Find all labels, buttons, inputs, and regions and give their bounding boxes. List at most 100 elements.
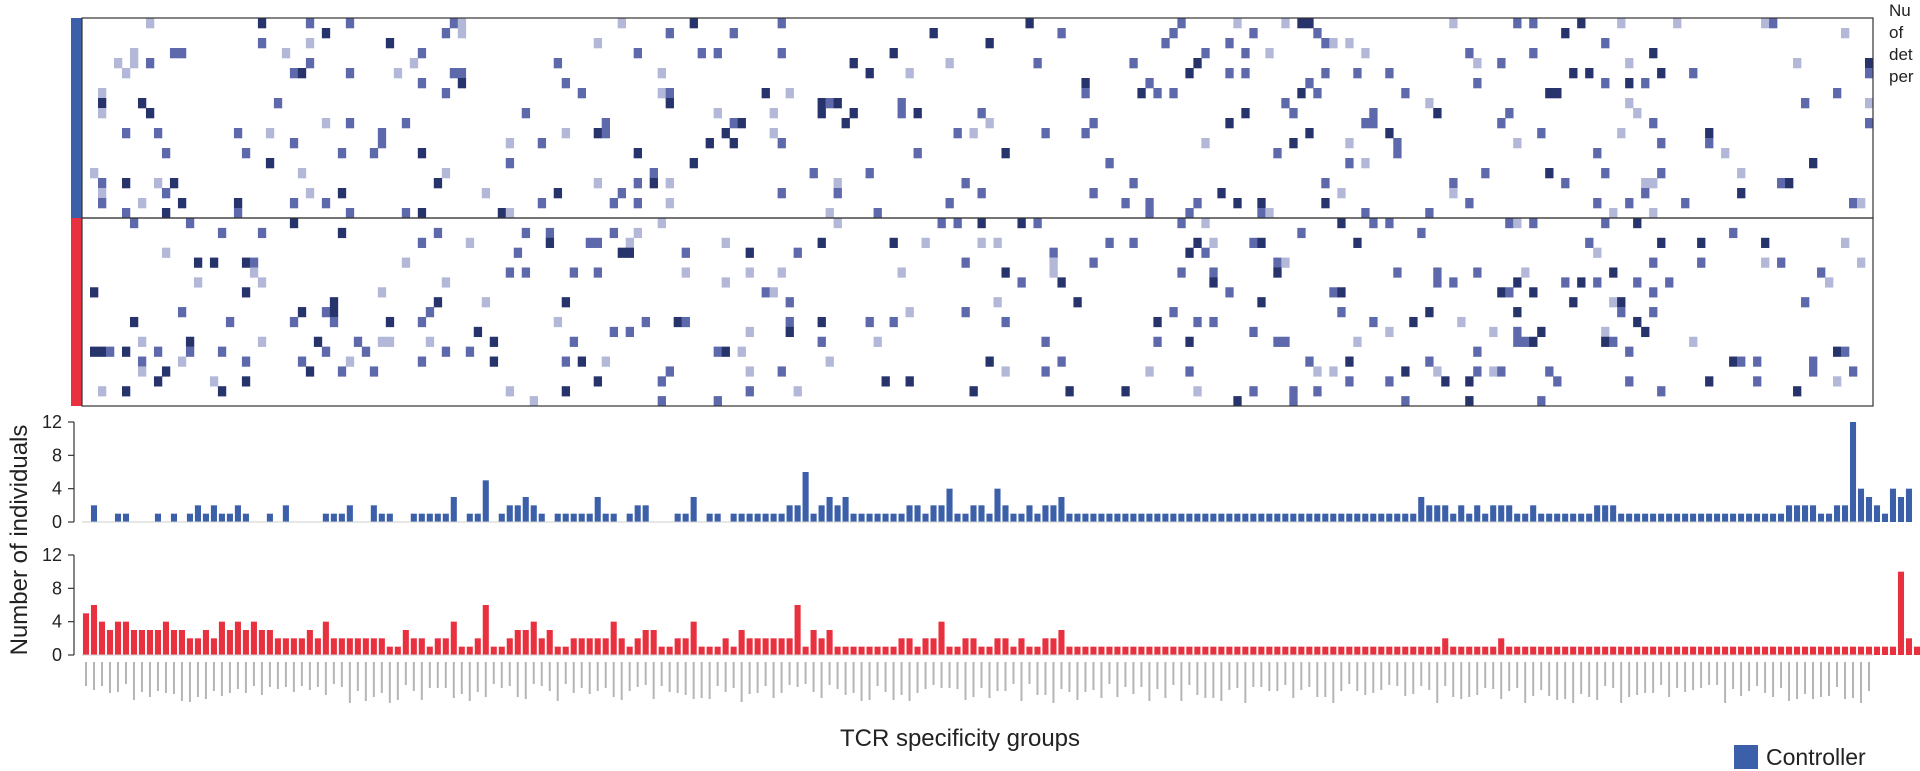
heatmap-cell	[833, 178, 842, 189]
bar	[1122, 646, 1129, 655]
bar	[626, 513, 633, 522]
heatmap-cell	[945, 198, 954, 209]
bar	[466, 646, 473, 655]
heatmap-cell	[1721, 148, 1730, 159]
bar	[746, 638, 753, 655]
bar	[1194, 646, 1201, 655]
heatmap-cell	[905, 376, 914, 387]
heatmap-cell	[561, 128, 571, 139]
heatmap-cell	[1529, 336, 1538, 347]
heatmap-cell	[1049, 247, 1058, 258]
bar	[186, 513, 193, 522]
heatmap-cell	[393, 68, 403, 79]
bar	[1650, 513, 1657, 522]
heatmap-cell	[321, 307, 331, 318]
heatmap-cell	[1201, 247, 1210, 258]
bar	[1066, 513, 1073, 522]
bar	[730, 513, 737, 522]
heatmap-cell	[313, 336, 323, 347]
bar	[170, 630, 177, 655]
bar	[858, 513, 865, 522]
heatmap-cell	[249, 267, 259, 278]
heatmap-cell	[1513, 307, 1522, 318]
heatmap-cell	[897, 98, 906, 109]
bar	[826, 497, 833, 522]
heatmap-cell	[305, 58, 315, 69]
heatmap-cell	[1185, 208, 1194, 219]
heatmap-cell	[1145, 366, 1154, 377]
bar	[546, 630, 553, 655]
heatmap-cell	[761, 88, 770, 99]
heatmap-cell	[1665, 277, 1674, 288]
heatmap-cell	[825, 98, 834, 109]
heatmap-cell	[1601, 218, 1610, 229]
heatmap-cell	[369, 148, 379, 159]
heatmap-cell	[849, 108, 858, 119]
y-tick-label: 4	[52, 479, 62, 499]
heatmap-cell	[441, 28, 451, 39]
heatmap-cell	[1585, 68, 1594, 79]
heatmap-cell	[1497, 287, 1506, 298]
heatmap-cell	[1393, 148, 1402, 159]
heatmap-cell	[1321, 38, 1330, 49]
bar	[962, 638, 969, 655]
bar	[586, 513, 593, 522]
bar	[794, 605, 801, 655]
heatmap-cell	[497, 208, 507, 219]
bar	[226, 513, 233, 522]
heatmap-cell	[961, 307, 970, 318]
heatmap-cell	[561, 78, 571, 89]
heatmap-cell	[953, 128, 962, 139]
bar	[594, 638, 601, 655]
heatmap-cell	[241, 356, 251, 367]
bar	[602, 638, 609, 655]
heatmap-cell	[505, 208, 515, 219]
heatmap-cell	[1593, 247, 1602, 258]
bar	[1881, 513, 1889, 522]
bar	[1154, 646, 1161, 655]
heatmap-cell	[1321, 68, 1330, 79]
bar	[98, 621, 106, 655]
heatmap-cell	[1289, 396, 1298, 407]
bar	[194, 505, 201, 522]
heatmap-cell	[625, 237, 634, 248]
bar	[354, 638, 361, 655]
heatmap-cell	[1513, 18, 1522, 29]
bar	[1394, 646, 1401, 655]
bar	[1762, 513, 1769, 522]
heatmap-cell	[1449, 277, 1458, 288]
heatmap-cell	[545, 227, 555, 239]
heatmap-cell	[1761, 237, 1770, 248]
heatmap-cell	[441, 277, 451, 288]
bar	[1218, 646, 1225, 655]
bar	[1346, 646, 1353, 655]
heatmap-cell	[1705, 376, 1714, 387]
heatmap-cell	[481, 297, 491, 308]
heatmap-cell	[1145, 78, 1154, 89]
bar	[1897, 571, 1905, 655]
heatmap-cell	[1233, 198, 1242, 209]
bar	[1841, 646, 1849, 655]
bar	[1482, 513, 1489, 522]
bar	[578, 638, 585, 655]
heatmap-cell	[1057, 28, 1066, 39]
bar	[1690, 513, 1697, 522]
heatmap-cell	[985, 118, 994, 129]
heatmap-cell	[433, 227, 443, 239]
heatmap-cell	[553, 188, 563, 199]
bar	[1722, 513, 1729, 522]
heatmap-cell	[1689, 68, 1698, 79]
heatmap-cell	[1257, 297, 1266, 308]
heatmap-cell	[385, 336, 395, 347]
bar	[1506, 505, 1513, 522]
heatmap-cell	[473, 326, 483, 338]
bar	[610, 621, 617, 655]
bar	[978, 505, 985, 522]
bar	[266, 513, 273, 522]
heatmap-cell	[1089, 118, 1098, 129]
bar	[690, 497, 697, 522]
bar	[1082, 513, 1089, 522]
heatmap-cell	[161, 247, 171, 258]
bar	[458, 646, 465, 655]
heatmap-cell	[1673, 18, 1682, 29]
